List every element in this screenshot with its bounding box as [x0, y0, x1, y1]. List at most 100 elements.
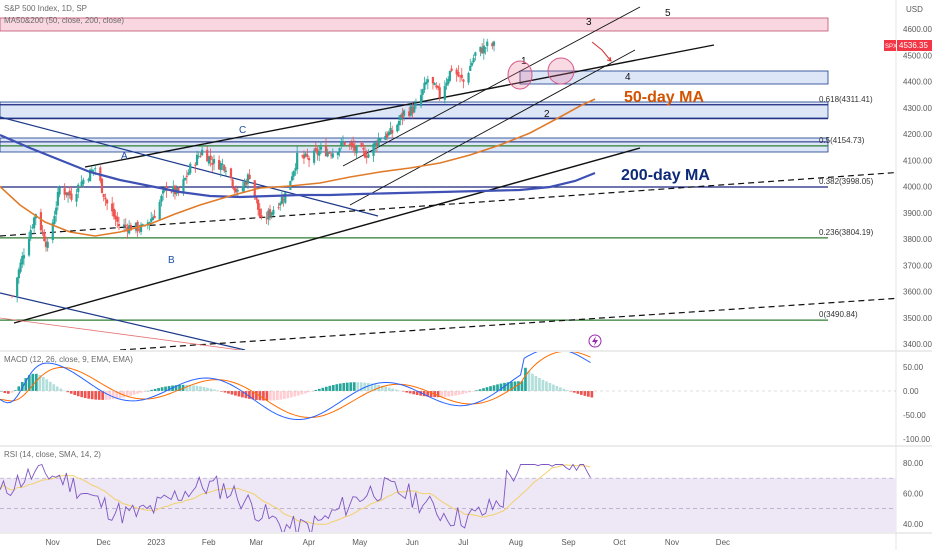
candle: [435, 82, 438, 90]
candle: [348, 142, 351, 151]
price-axis: 4600.00 4500.00 4400.00 4300.00 4200.00 4100.…: [903, 25, 932, 349]
candle: [491, 41, 494, 50]
candle: [243, 178, 246, 194]
last-price-tag-box: [884, 40, 896, 51]
candle: [397, 115, 401, 131]
candle: [433, 82, 436, 86]
wave1-circle-left: [507, 60, 533, 90]
macd-histogram-bar: [538, 377, 541, 391]
macd-tick-label: -100.00: [903, 435, 931, 444]
candle: [75, 188, 78, 207]
time-tick-label: Dec: [716, 538, 730, 547]
macd-histogram-bar: [202, 387, 206, 391]
candle: [314, 142, 317, 153]
macd-histogram-bar: [468, 391, 471, 393]
time-tick-label: Nov: [45, 538, 59, 547]
price-tick-label: 3700.00: [903, 261, 932, 270]
macd-histogram-bar: [293, 391, 297, 397]
macd-histogram-bar: [590, 391, 594, 398]
candle: [206, 146, 209, 162]
channel-upper-line: [84, 44, 715, 168]
candle: [290, 171, 294, 182]
candle: [292, 170, 295, 181]
candle: [341, 135, 345, 147]
candle: [431, 76, 435, 90]
wave-channel-upper: [342, 6, 641, 167]
macd-histogram-bar: [262, 391, 265, 401]
macd-histogram-bar: [335, 384, 339, 391]
candle: [328, 151, 331, 155]
wave1-circle-right: [547, 57, 575, 85]
candle: [265, 211, 268, 225]
macd-axis: 50.00 0.00 -50.00 -100.00: [903, 363, 931, 444]
candle: [374, 140, 377, 152]
candle: [219, 160, 222, 178]
macd-histogram-bar: [471, 391, 475, 392]
candle: [338, 147, 341, 157]
candle: [43, 229, 46, 242]
macd-histogram-bar: [129, 391, 132, 396]
candle: [245, 178, 248, 187]
macd-histogram-bar: [31, 373, 35, 391]
candle: [326, 148, 329, 158]
macd-histogram-bar: [188, 385, 192, 391]
macd-histogram-bar: [62, 390, 66, 392]
macd-tick-label: 50.00: [903, 363, 924, 372]
price-tick-label: 4500.00: [903, 51, 932, 60]
price-tick-label: 4100.00: [903, 156, 932, 165]
macd-pane: [0, 352, 896, 420]
macd-histogram-bar: [255, 391, 258, 400]
macd-histogram-bar: [303, 391, 307, 394]
candle: [187, 169, 190, 176]
macd-histogram-bar: [422, 391, 426, 397]
macd-histogram-bar: [111, 391, 115, 400]
candle: [221, 158, 224, 171]
candle: [158, 199, 161, 222]
macd-histogram-bar: [429, 391, 433, 397]
candle: [199, 151, 202, 158]
macd-histogram-bar: [55, 386, 59, 391]
downtrend-line-b: [0, 292, 246, 350]
candle: [117, 216, 121, 231]
macd-histogram-bar: [464, 391, 468, 394]
wave-channel-lower: [349, 49, 636, 206]
candle: [114, 209, 117, 226]
macd-histogram-bar: [443, 391, 447, 397]
rsi-header: RSI (14, close, SMA, 14, 2): [4, 450, 101, 459]
candle: [445, 77, 448, 90]
candle: [255, 197, 258, 204]
macd-histogram-bar: [314, 389, 318, 391]
candle: [189, 162, 192, 175]
macd-histogram-bar: [290, 391, 293, 398]
candle: [426, 75, 429, 90]
macd-histogram-bar: [241, 391, 244, 398]
macd-histogram-bar: [122, 391, 125, 398]
rsi-ma-line: [0, 464, 591, 525]
candle: [27, 231, 31, 257]
macd-histogram-bar: [269, 391, 272, 401]
candle: [260, 208, 263, 220]
candle: [195, 150, 199, 166]
ma200-annotation: 200-day MA: [621, 167, 710, 184]
candle: [212, 154, 216, 171]
abc-label-A: A: [121, 151, 128, 162]
macd-histogram-bar: [73, 391, 77, 396]
candle: [160, 194, 163, 207]
macd-histogram-bar: [524, 367, 527, 391]
macd-histogram-bar: [580, 391, 583, 395]
time-tick-label: Mar: [249, 538, 263, 547]
candle: [486, 38, 489, 52]
macd-histogram-bar: [345, 382, 349, 391]
macd-histogram-bar: [482, 388, 485, 391]
abc-label-B: B: [168, 255, 175, 266]
candle: [257, 199, 260, 216]
candle: [153, 209, 156, 219]
fib-label: 0.618(4311.41): [819, 95, 873, 104]
candle: [258, 203, 261, 218]
macd-histogram-bar: [192, 385, 195, 391]
candle: [375, 139, 379, 153]
macd-histogram-bar: [13, 390, 17, 391]
dashed-trendline-low: [119, 297, 896, 350]
macd-histogram-bar: [66, 391, 70, 393]
